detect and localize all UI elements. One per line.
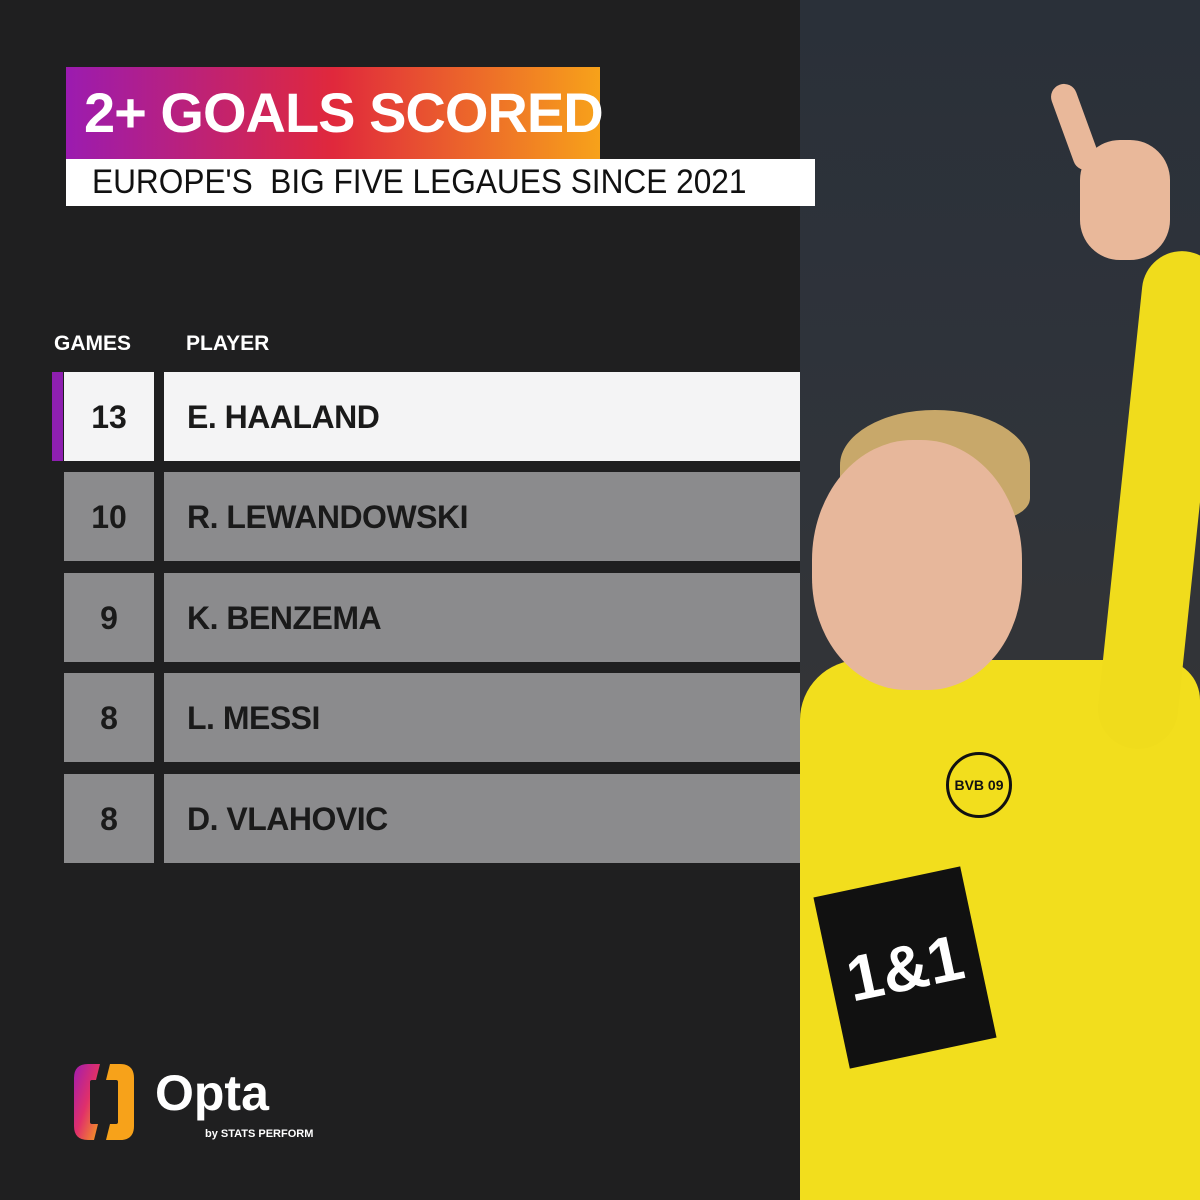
games-cell: 8 (64, 774, 154, 863)
title-banner: 2+ GOALS SCORED (66, 67, 604, 159)
table-row: 8 D. VLAHOVIC (52, 774, 800, 863)
games-cell: 13 (64, 372, 154, 461)
table-row: 9 K. BENZEMA (52, 573, 800, 662)
table-row: 8 L. MESSI (52, 673, 800, 762)
games-cell: 8 (64, 673, 154, 762)
games-cell: 9 (64, 573, 154, 662)
head (812, 440, 1022, 690)
header-player: PLAYER (186, 332, 270, 355)
player-cell: R. LEWANDOWSKI (164, 472, 800, 561)
brand-name: Opta (155, 1065, 269, 1121)
table-row: 13 E. HAALAND (52, 372, 800, 461)
brand-tagline: by STATS PERFORM (205, 1128, 314, 1140)
games-cell: 10 (64, 472, 154, 561)
player-cell: E. HAALAND (164, 372, 800, 461)
club-crest: BVB 09 (946, 752, 1012, 818)
player-cell: D. VLAHOVIC (164, 774, 800, 863)
opta-logo-icon (74, 1064, 134, 1140)
chart-title: 2+ GOALS SCORED (84, 81, 604, 144)
subtitle-banner: EUROPE'S BIG FIVE LEGAUES SINCE 2021 (66, 159, 815, 206)
table-row: 10 R. LEWANDOWSKI (52, 472, 800, 561)
chart-subtitle: EUROPE'S BIG FIVE LEGAUES SINCE 2021 (92, 163, 747, 201)
highlight-bar (52, 372, 63, 461)
header-games: GAMES (54, 332, 132, 355)
player-cell: L. MESSI (164, 673, 800, 762)
player-cell: K. BENZEMA (164, 573, 800, 662)
pointing-finger (1047, 80, 1103, 174)
player-photo: 1&1 BVB 09 (800, 0, 1200, 1200)
